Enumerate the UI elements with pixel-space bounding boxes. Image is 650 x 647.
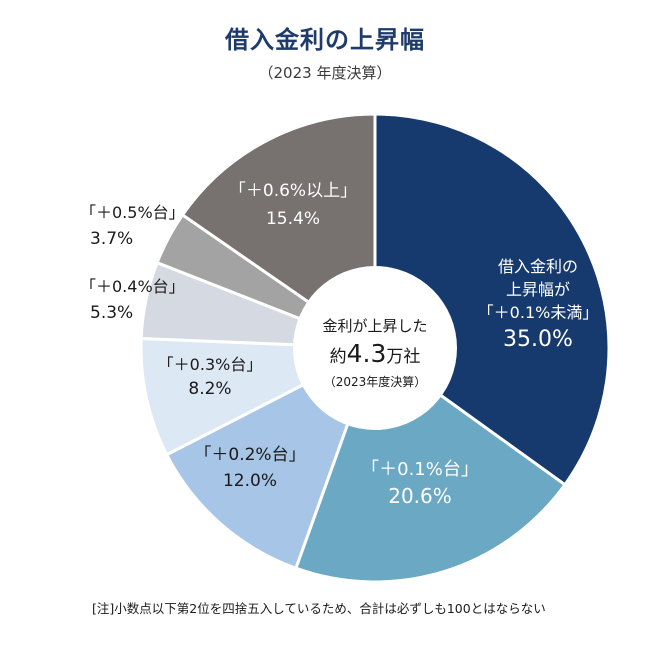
footnote: [注]小数点以下第2位を四捨五入しているため、合計は必ずしも100とはならない: [92, 601, 546, 616]
chart-subtitle: （2023 年度決算）: [258, 64, 392, 82]
center-line1: 金利が上昇した: [322, 317, 427, 335]
slice-label: 「＋0.1%台」: [361, 459, 479, 480]
center-hole: [293, 266, 457, 430]
center-line2: 約4.3万社: [330, 339, 421, 368]
slice-value: 5.3%: [90, 303, 133, 323]
center-suffix: 万社: [386, 347, 420, 367]
slice-value: 8.2%: [188, 379, 231, 399]
slice-value: 3.7%: [90, 229, 133, 249]
slice-value: 35.0%: [503, 327, 573, 352]
slices-group: [139, 112, 611, 584]
slice-label: 「＋0.6%以上」: [229, 181, 357, 201]
slice-value: 20.6%: [388, 484, 452, 508]
slice-label: 「＋0.4%台」: [80, 277, 185, 296]
slice-label: 「＋0.5%台」: [80, 203, 185, 222]
center-prefix: 約: [330, 347, 347, 367]
slice-label: 「＋0.1%未満」: [478, 303, 599, 322]
slice-value: 12.0%: [223, 471, 277, 491]
slice-label: 「＋0.2%台」: [194, 445, 305, 465]
slice-label: 上昇幅が: [506, 280, 570, 299]
center-value: 4.3: [347, 339, 387, 368]
chart-title: 借入金利の上昇幅: [225, 26, 425, 54]
center-line3: （2023年度決算）: [324, 374, 427, 389]
slice-label: 借入金利の: [498, 257, 578, 276]
slice-label: 「＋0.3%台」: [158, 355, 263, 374]
slice-value: 15.4%: [266, 209, 320, 229]
